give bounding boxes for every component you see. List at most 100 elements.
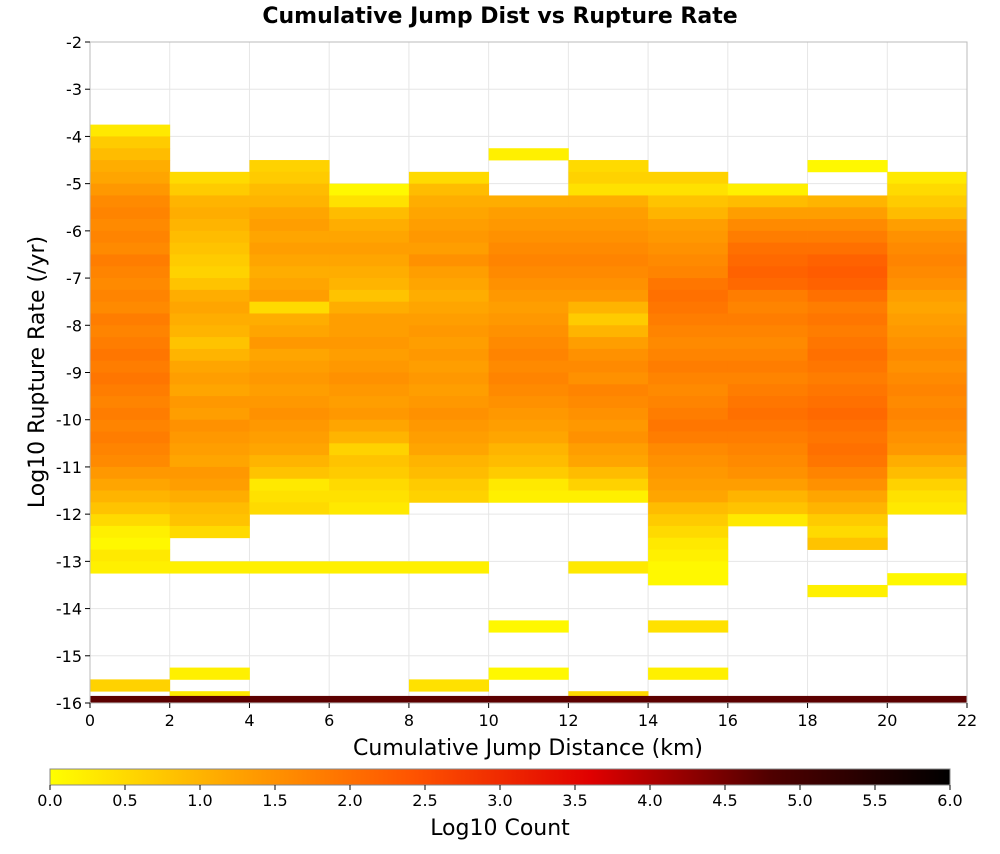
heatmap-cell — [807, 455, 888, 468]
heatmap-cell — [249, 301, 330, 314]
heatmap-cell — [408, 407, 490, 421]
heatmap-cell — [727, 466, 808, 480]
heatmap-cell — [648, 573, 729, 586]
heatmap-cell — [488, 443, 569, 456]
heatmap-cell — [648, 407, 729, 421]
heatmap-cell — [488, 207, 569, 220]
heatmap-cell — [887, 219, 968, 232]
heatmap-cell — [488, 266, 569, 279]
heatmap-cell — [648, 230, 729, 244]
heatmap-cell — [568, 278, 649, 291]
heatmap-cell — [90, 148, 171, 161]
heatmap-cell — [568, 195, 649, 208]
heatmap-cell — [90, 254, 171, 267]
heatmap-cell — [648, 620, 729, 633]
x-tick-label: 12 — [558, 711, 578, 730]
heatmap-cell — [727, 443, 808, 456]
heatmap-cell — [648, 195, 729, 208]
heatmap-cell — [648, 219, 729, 232]
colorbar-tick-label: 0.0 — [37, 791, 62, 810]
heatmap-cell — [90, 419, 171, 432]
heatmap-cell — [329, 466, 410, 480]
heatmap-cell — [329, 219, 410, 232]
colorbar-tick-label: 4.5 — [712, 791, 737, 810]
heatmap-cell — [648, 266, 729, 279]
heatmap-cell — [568, 384, 649, 397]
heatmap-cell — [249, 490, 330, 503]
heatmap-cell — [329, 183, 410, 196]
heatmap-cell — [727, 396, 808, 409]
heatmap-cell — [169, 490, 250, 503]
heatmap-cell — [887, 195, 968, 208]
heatmap-cell — [169, 407, 250, 421]
heatmap-cell — [408, 219, 490, 232]
heatmap-cell — [648, 431, 729, 444]
heatmap-cell — [648, 419, 729, 432]
heatmap-cell — [90, 502, 171, 515]
heatmap-cell — [488, 431, 569, 444]
heatmap-cell — [807, 313, 888, 326]
heatmap-cell — [568, 313, 649, 326]
heatmap-cell — [488, 242, 569, 255]
heatmap-cell — [648, 561, 729, 574]
heatmap-cell — [249, 325, 330, 338]
heatmap-cell — [169, 278, 250, 291]
x-tick-label: 16 — [718, 711, 738, 730]
heatmap-cell — [329, 419, 410, 432]
heatmap-cell — [169, 431, 250, 444]
heatmap-cell — [568, 407, 649, 421]
heatmap-cell — [807, 419, 888, 432]
colorbar-tick-label: 5.0 — [787, 791, 812, 810]
heatmap-cell — [90, 396, 171, 409]
heatmap-cell — [568, 431, 649, 444]
heatmap-cell — [727, 478, 808, 491]
heatmap-cell — [568, 337, 649, 350]
heatmap-cell — [249, 313, 330, 326]
heatmap-cell — [90, 337, 171, 350]
heatmap-cell — [249, 289, 330, 303]
heatmap-cell — [408, 396, 490, 409]
heatmap-cell — [807, 372, 888, 385]
heatmap-cell — [807, 195, 888, 208]
heatmap-cell — [249, 360, 330, 373]
heatmap-cell — [249, 419, 330, 432]
heatmap-cell — [408, 195, 490, 208]
heatmap-cell — [727, 242, 808, 255]
heatmap-cell — [727, 219, 808, 232]
heatmap-cell — [887, 443, 968, 456]
heatmap-cell — [648, 360, 729, 373]
heatmap-cell — [488, 348, 569, 362]
heatmap-cell — [887, 360, 968, 373]
heatmap-cell — [887, 313, 968, 326]
heatmap-cell — [408, 337, 490, 350]
colorbar-tick-label: 4.0 — [637, 791, 662, 810]
heatmap-cell — [727, 183, 808, 196]
heatmap-cell — [488, 219, 569, 232]
heatmap-cell — [807, 490, 888, 503]
heatmap-cell — [90, 537, 171, 550]
heatmap-cell — [807, 207, 888, 220]
heatmap-cell — [648, 490, 729, 503]
heatmap-cell — [329, 195, 410, 208]
heatmap-cell — [169, 207, 250, 220]
heatmap-cell — [90, 219, 171, 232]
colorbar-tick-label: 3.0 — [487, 791, 512, 810]
heatmap-cell — [727, 337, 808, 350]
heatmap-cell — [727, 419, 808, 432]
heatmap-cell — [488, 372, 569, 385]
heatmap-cell — [887, 207, 968, 220]
heatmap-cell — [408, 455, 490, 468]
heatmap-cell — [90, 242, 171, 255]
heatmap-cell — [568, 466, 649, 480]
heatmap-cell — [568, 490, 649, 503]
heatmap-cell — [648, 514, 729, 527]
heatmap-cell — [807, 396, 888, 409]
heatmap-cell — [329, 384, 410, 397]
heatmap-cell — [329, 455, 410, 468]
x-tick-label: 2 — [165, 711, 175, 730]
heatmap-cell — [727, 207, 808, 220]
x-tick-label: 14 — [638, 711, 658, 730]
heatmap-cell — [249, 207, 330, 220]
heatmap-cell — [169, 525, 250, 539]
heatmap-cell — [887, 372, 968, 385]
